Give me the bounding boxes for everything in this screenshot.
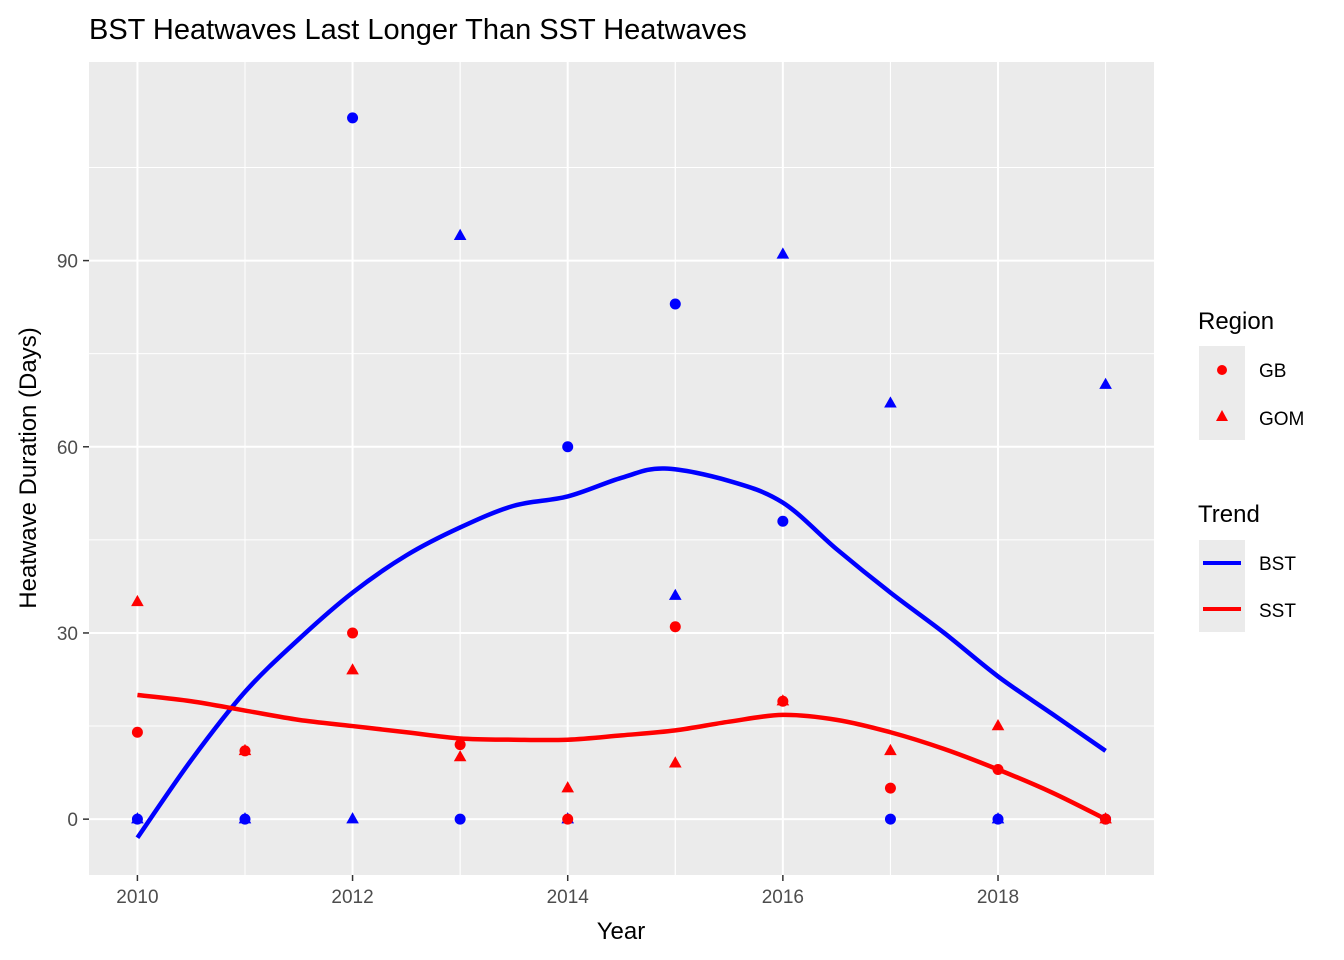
grid-minor	[89, 62, 1154, 875]
data-points	[131, 112, 1112, 825]
point-gom-sst	[561, 781, 575, 793]
point-gb-sst	[131, 726, 143, 738]
x-tick-label: 2018	[977, 887, 1019, 908]
legend-key-gb	[1217, 365, 1227, 375]
point-gom-sst	[668, 756, 682, 768]
point-gb-bst	[777, 515, 789, 527]
point-gom-sst	[884, 743, 897, 756]
point-gom-sst	[776, 694, 790, 706]
point-gb-bst	[454, 813, 466, 825]
legend-region-keys-bg	[1199, 346, 1245, 440]
point-gb-sst	[562, 813, 574, 825]
point-gom-bst	[346, 812, 359, 824]
point-gom-bst	[776, 247, 790, 259]
legend-trend-title: Trend	[1198, 501, 1260, 528]
x-tick-label: 2010	[116, 887, 158, 908]
legend-region: Region GB GOM	[1198, 308, 1304, 440]
point-gb-sst	[669, 621, 681, 633]
x-tick-label: 2012	[331, 887, 373, 908]
x-axis-label: Year	[597, 918, 646, 945]
trend-lines	[135, 466, 1107, 840]
y-axis-label: Heatwave Duration (Days)	[15, 327, 42, 608]
legend-region-title: Region	[1198, 308, 1274, 335]
trend-line-sst	[137, 692, 1107, 822]
x-tick-label: 2014	[547, 887, 590, 908]
point-gom-sst	[131, 594, 144, 607]
point-gom-sst	[238, 743, 252, 756]
point-gom-sst	[991, 719, 1005, 731]
point-gb-sst	[992, 763, 1004, 775]
point-gom-bst	[131, 812, 144, 824]
legend-label-bst: BST	[1259, 554, 1296, 575]
legend-label-gom: GOM	[1259, 409, 1304, 430]
plot-panel	[89, 62, 1154, 875]
chart-title: BST Heatwaves Last Longer Than SST Heatw…	[89, 14, 747, 46]
y-tick-label: 60	[57, 438, 78, 459]
point-gom-sst	[346, 663, 359, 675]
point-gb-sst	[454, 739, 466, 751]
point-gom-bst	[668, 588, 682, 600]
point-gb-bst	[669, 298, 681, 310]
point-gom-bst	[238, 812, 252, 824]
grid-major	[89, 62, 1154, 875]
point-gom-bst	[991, 812, 1005, 824]
legend-label-gb: GB	[1259, 361, 1286, 382]
y-axis: 0 30 60 90	[57, 252, 89, 831]
point-gb-bst	[562, 441, 574, 453]
point-gom-bst	[453, 228, 467, 240]
point-gom-sst	[1099, 812, 1112, 824]
y-tick-label: 30	[57, 624, 78, 645]
point-gb-bst	[347, 112, 359, 124]
point-gb-sst	[884, 782, 896, 794]
trend-line-bst	[135, 466, 1107, 840]
point-gb-sst	[347, 627, 359, 639]
legend-key-gom	[1216, 410, 1228, 421]
legend-trend-keys-bg	[1199, 540, 1245, 632]
legend-trend: Trend BST SST	[1198, 501, 1296, 632]
x-tick-label: 2016	[762, 887, 804, 908]
x-axis: 2010 2012 2014 2016 2018	[116, 875, 1019, 908]
point-gb-bst	[884, 813, 896, 825]
y-tick-label: 90	[57, 252, 78, 273]
y-tick-label: 0	[67, 810, 78, 831]
point-gom-bst	[884, 396, 897, 408]
point-gom-bst	[1099, 377, 1112, 389]
legend-label-sst: SST	[1259, 601, 1296, 622]
point-gom-sst	[453, 750, 467, 762]
